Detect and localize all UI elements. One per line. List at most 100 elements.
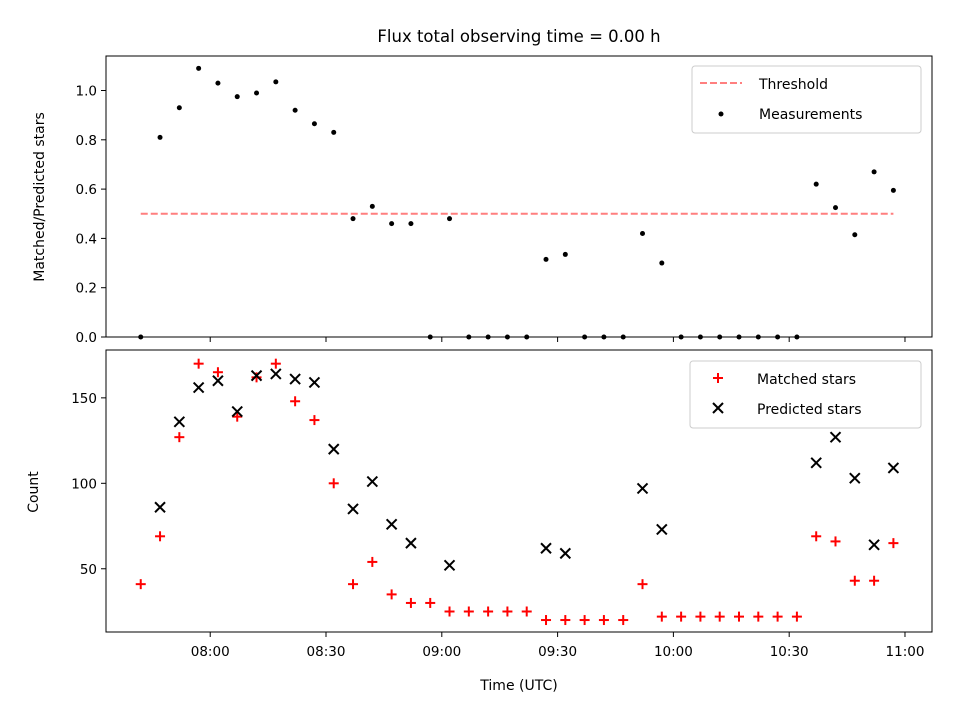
top-plot-area — [138, 65, 896, 340]
bottom-y-ticks: 50 100 150 — [71, 391, 106, 578]
legend-matched-label: Matched stars — [757, 372, 856, 388]
predicted-star-point — [443, 559, 456, 572]
predicted-star-point — [868, 539, 880, 551]
top-y-tick-label: 0.8 — [76, 133, 97, 149]
measurement-point — [350, 216, 356, 222]
measurement-point — [389, 221, 395, 227]
measurement-point — [562, 251, 568, 257]
measurement-point — [254, 90, 260, 96]
measurement-point — [813, 181, 819, 187]
matched-star-point — [405, 597, 416, 608]
measurement-point — [215, 80, 221, 86]
measurement-point — [659, 260, 665, 266]
predicted-star-point — [270, 368, 282, 380]
matched-star-point — [367, 556, 378, 567]
predicted-star-point — [328, 443, 340, 455]
bottom-x-tick-label: 08:30 — [307, 644, 346, 660]
bottom-y-tick-label: 50 — [80, 562, 97, 578]
matched-star-point — [541, 615, 552, 626]
matched-star-point — [425, 597, 436, 608]
matched-star-point — [734, 611, 745, 622]
bottom-y-tick-label: 150 — [71, 391, 97, 407]
matched-star-point — [849, 575, 860, 586]
matched-star-point — [444, 606, 455, 617]
measurement-point — [640, 230, 646, 236]
top-axes-frame — [105, 55, 933, 338]
matched-star-point — [695, 611, 706, 622]
matched-star-point — [348, 579, 359, 590]
predicted-star-point — [636, 482, 649, 495]
matched-star-point — [830, 536, 841, 547]
matched-star-point — [772, 611, 783, 622]
legend-threshold-label: Threshold — [758, 77, 828, 93]
predicted-star-point — [385, 518, 398, 531]
measurement-point — [871, 169, 877, 175]
measurement-point — [234, 94, 240, 100]
chart-title: Flux total observing time = 0.00 h — [377, 27, 660, 46]
matched-star-point — [386, 589, 397, 600]
matched-star-point — [463, 606, 474, 617]
measurement-point — [447, 216, 453, 222]
matched-star-point — [598, 615, 609, 626]
matched-star-point — [174, 432, 185, 443]
matched-star-point — [328, 478, 339, 489]
measurement-point — [311, 121, 317, 127]
predicted-star-point — [212, 375, 224, 387]
matched-star-point — [714, 611, 725, 622]
matched-star-point — [135, 579, 146, 590]
x-axis-label: Time (UTC) — [479, 678, 557, 694]
bottom-x-tick-label: 09:30 — [538, 644, 577, 660]
matched-star-point — [656, 611, 667, 622]
matched-star-point — [676, 611, 687, 622]
predicted-star-point — [173, 416, 186, 428]
top-y-ticks: 0.0 0.2 0.4 0.6 0.8 1.0 — [76, 84, 106, 346]
top-x-ticks — [209, 337, 906, 342]
predicted-star-point — [559, 547, 572, 560]
bottom-x-tick-label: 08:00 — [191, 644, 230, 660]
legend-predicted-label: Predicted stars — [757, 402, 862, 418]
matched-star-point — [483, 606, 494, 617]
matched-star-point — [521, 606, 532, 617]
bottom-x-tick-label: 09:00 — [422, 644, 461, 660]
bottom-x-tick-label: 10:30 — [770, 644, 809, 660]
predicted-star-point — [231, 405, 243, 418]
predicted-star-point — [656, 523, 668, 536]
matched-star-point — [791, 611, 802, 622]
predicted-star-point — [405, 537, 417, 549]
matched-star-point — [232, 411, 243, 422]
top-y-tick-label: 0.2 — [76, 281, 97, 297]
predicted-star-point — [289, 373, 301, 385]
measurement-point — [408, 221, 414, 227]
top-y-tick-label: 0.6 — [76, 182, 97, 198]
measurement-point — [890, 187, 896, 193]
matched-star-point — [618, 615, 629, 626]
predicted-star-point — [347, 503, 359, 515]
matched-star-point — [869, 575, 880, 586]
predicted-star-point — [366, 475, 379, 488]
bottom-panel: 50 100 150 08:00 08:30 09:00 09:30 10:00 10:30 1… — [26, 349, 933, 694]
predicted-star-point — [540, 542, 552, 554]
top-legend: Threshold Measurements — [691, 65, 922, 134]
measurement-point — [543, 256, 549, 262]
matched-star-point — [579, 615, 590, 626]
matched-star-point — [251, 372, 262, 383]
legend-measurements-label: Measurements — [759, 107, 862, 123]
predicted-star-point — [849, 472, 861, 484]
matched-star-point — [155, 531, 166, 542]
predicted-star-point — [154, 501, 166, 513]
predicted-star-point — [829, 431, 842, 443]
measurement-point — [157, 134, 163, 140]
matched-star-point — [290, 396, 301, 407]
top-legend-box — [691, 65, 922, 134]
bottom-legend: Matched stars Predicted stars — [689, 360, 922, 429]
measurement-point — [331, 129, 337, 135]
matched-star-point — [888, 538, 899, 549]
predicted-star-point — [192, 381, 205, 394]
matched-star-point — [502, 606, 513, 617]
top-y-tick-label: 0.0 — [76, 330, 97, 346]
legend-measurements-swatch — [718, 111, 724, 117]
bottom-x-tick-label: 10:00 — [654, 644, 693, 660]
predicted-star-point — [250, 369, 263, 382]
measurement-point — [292, 107, 298, 113]
